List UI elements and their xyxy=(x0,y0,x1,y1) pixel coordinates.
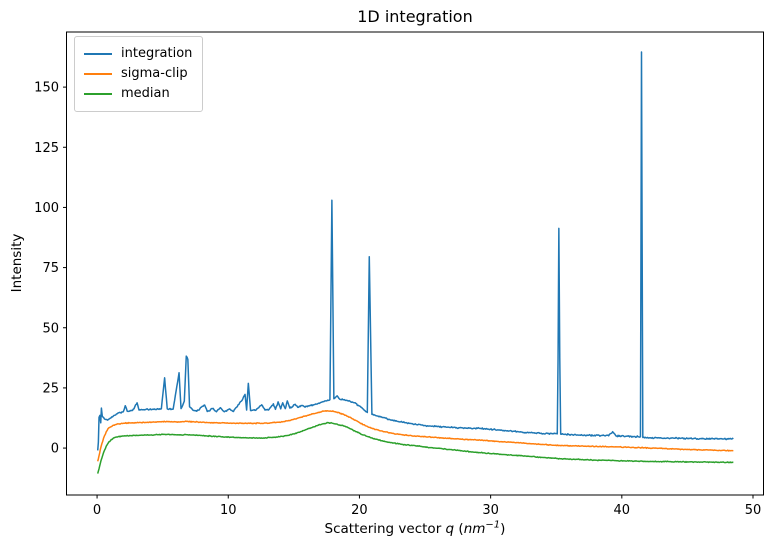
y-tick-label: 100 xyxy=(34,201,59,216)
y-tick-label: 0 xyxy=(51,442,59,457)
series-line-median xyxy=(96,421,734,474)
legend-item-median: median xyxy=(84,84,192,104)
legend-label-sigma-clip: sigma-clip xyxy=(121,66,188,81)
y-tick-label: 75 xyxy=(42,261,59,276)
y-tick-label: 125 xyxy=(34,141,59,156)
x-axis-label-paren-open: ( xyxy=(454,521,464,537)
x-tick-label: 0 xyxy=(93,503,101,518)
legend-label-integration: integration xyxy=(121,46,193,61)
x-tick-label: 50 xyxy=(745,503,762,518)
plot-title: 1D integration xyxy=(357,7,473,26)
axes-spines xyxy=(66,31,764,496)
series-line-sigma-clip xyxy=(96,410,734,462)
sigma-clip-line-swatch xyxy=(84,73,112,75)
y-tick-label: 150 xyxy=(34,81,59,96)
x-axis-label-variable: q xyxy=(445,521,455,537)
legend-item-sigma-clip: sigma-clip xyxy=(84,64,192,84)
y-axis-label: Intensity xyxy=(9,233,25,293)
x-axis-label-unit: nm xyxy=(463,521,486,537)
integration-line-swatch xyxy=(84,53,112,55)
y-tick-label: 50 xyxy=(42,321,59,336)
x-axis-label-exponent: −1 xyxy=(485,519,501,531)
x-axis-label: Scattering vector q (nm−1) xyxy=(66,519,764,537)
series-line-integration xyxy=(96,51,734,451)
y-tick-label: 25 xyxy=(42,381,59,396)
x-tick-label: 30 xyxy=(482,503,499,518)
x-axis-label-text: Scattering vector xyxy=(324,521,446,537)
median-line-swatch xyxy=(84,93,112,95)
legend-item-integration: integration xyxy=(84,44,192,64)
x-axis-label-paren-close: ) xyxy=(500,521,506,537)
x-tick-label: 40 xyxy=(614,503,631,518)
x-tick-label: 20 xyxy=(351,503,368,518)
legend: integration sigma-clip median xyxy=(74,36,204,112)
legend-label-median: median xyxy=(121,86,170,101)
x-tick-label: 10 xyxy=(220,503,237,518)
